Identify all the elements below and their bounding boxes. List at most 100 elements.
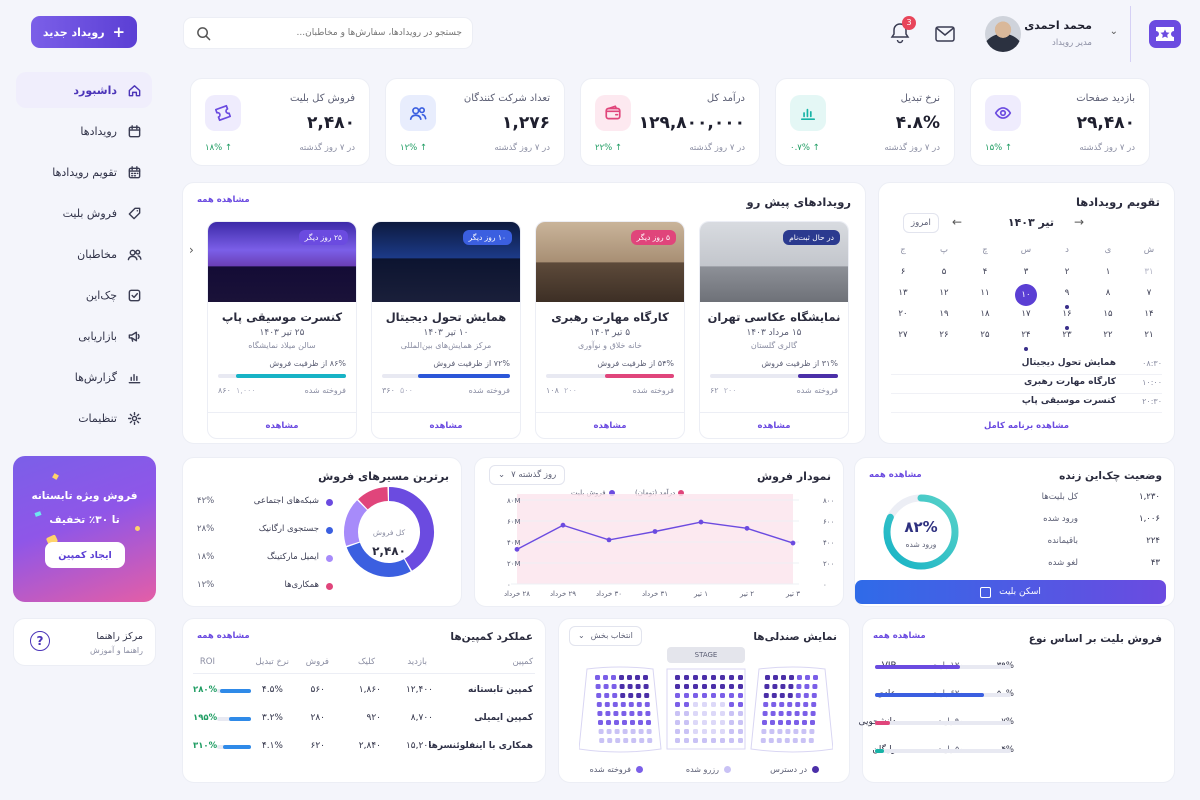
seat[interactable] [693, 693, 698, 698]
seat[interactable] [598, 729, 604, 734]
seat[interactable] [636, 693, 642, 698]
seat[interactable] [795, 693, 801, 698]
seat[interactable] [787, 693, 793, 698]
seat[interactable] [639, 738, 645, 743]
seat[interactable] [761, 729, 767, 734]
seat[interactable] [720, 693, 725, 698]
seat[interactable] [729, 711, 734, 716]
seat[interactable] [611, 675, 616, 680]
calendar-day[interactable]: ۱ [1097, 267, 1119, 283]
seat[interactable] [622, 720, 627, 725]
seat[interactable] [784, 738, 790, 743]
seat[interactable] [729, 693, 734, 698]
seat[interactable] [693, 684, 698, 689]
search-box[interactable] [183, 17, 473, 49]
seat[interactable] [780, 684, 786, 689]
series-point[interactable] [514, 546, 520, 552]
seat[interactable] [760, 738, 766, 743]
seat[interactable] [702, 738, 707, 743]
seat[interactable] [702, 702, 707, 707]
seat[interactable] [797, 675, 802, 680]
series-point[interactable] [652, 529, 658, 534]
sidebar-item[interactable]: مخاطبان [16, 236, 152, 272]
calendar-day[interactable]: ۸ [1097, 288, 1119, 304]
seat[interactable] [729, 720, 734, 725]
calendar-day[interactable]: ۲۷ [892, 330, 914, 346]
seat[interactable] [769, 729, 775, 734]
seat[interactable] [684, 729, 689, 734]
seat[interactable] [596, 702, 602, 707]
seat[interactable] [802, 711, 808, 716]
sidebar-item[interactable]: بازاریابی [16, 318, 152, 354]
view-all-link[interactable]: مشاهده همه [197, 195, 250, 205]
seat[interactable] [729, 702, 734, 707]
seat[interactable] [720, 738, 725, 743]
seat[interactable] [738, 675, 743, 680]
seat[interactable] [647, 738, 653, 743]
table-row[interactable]: کمپین ایمیلی ۸,۷۰۰ ۹۲۰ ۲۸۰ ۳.۲% ۱۹۵% [183, 713, 545, 733]
seat[interactable] [720, 702, 725, 707]
period-select[interactable]: روز گذشته ۷ ⌄ [489, 465, 566, 485]
seat[interactable] [675, 738, 680, 743]
series-point[interactable] [560, 522, 566, 528]
seat[interactable] [711, 693, 716, 698]
seat[interactable] [630, 729, 636, 734]
seat[interactable] [604, 702, 610, 707]
seat[interactable] [764, 684, 770, 689]
seat[interactable] [776, 738, 782, 743]
seat[interactable] [771, 702, 777, 707]
arrow-left-icon[interactable]: ← [951, 215, 962, 229]
seat[interactable] [794, 720, 799, 725]
seat[interactable] [738, 738, 743, 743]
seat[interactable] [763, 693, 769, 698]
seat[interactable] [768, 738, 774, 743]
seat[interactable] [711, 720, 716, 725]
seat[interactable] [792, 738, 798, 743]
seat[interactable] [711, 738, 716, 743]
seat[interactable] [779, 702, 785, 707]
seat[interactable] [637, 711, 643, 716]
seat[interactable] [808, 738, 814, 743]
seat[interactable] [771, 693, 777, 698]
calendar-day[interactable]: ۱۲ [933, 288, 955, 304]
seat[interactable] [620, 702, 626, 707]
seat[interactable] [702, 675, 707, 680]
seat[interactable] [803, 702, 809, 707]
scan-ticket-button[interactable]: اسکن بلیت [855, 580, 1166, 604]
seat[interactable] [702, 720, 707, 725]
seat[interactable] [615, 738, 621, 743]
seat[interactable] [729, 729, 734, 734]
seat[interactable] [684, 720, 689, 725]
seat[interactable] [794, 711, 800, 716]
seat[interactable] [805, 675, 810, 680]
seat[interactable] [628, 702, 634, 707]
create-campaign-button[interactable]: ایجاد کمپین [45, 542, 125, 568]
seat[interactable] [684, 675, 689, 680]
seat[interactable] [785, 729, 791, 734]
seat[interactable] [786, 711, 792, 716]
seat[interactable] [596, 693, 602, 698]
seat[interactable] [770, 720, 775, 725]
seat[interactable] [684, 702, 689, 707]
sidebar-item[interactable]: داشبورد [16, 72, 152, 108]
section-select[interactable]: انتخاب بخش ⌄ [569, 626, 642, 646]
calendar-day[interactable]: ۲۶ [933, 330, 955, 346]
seat[interactable] [778, 720, 783, 725]
seat[interactable] [777, 729, 783, 734]
seat[interactable] [779, 693, 785, 698]
seat-section[interactable] [579, 666, 662, 753]
seat[interactable] [738, 729, 743, 734]
event-view-link[interactable]: مشاهده [372, 412, 520, 438]
seat[interactable] [643, 675, 648, 680]
event-view-link[interactable]: مشاهده [700, 412, 848, 438]
seat[interactable] [812, 684, 818, 689]
seat[interactable] [635, 684, 641, 689]
seat[interactable] [793, 729, 799, 734]
seat[interactable] [604, 693, 610, 698]
view-all-link[interactable]: مشاهده همه [869, 470, 922, 480]
mail-icon[interactable] [935, 26, 955, 42]
sidebar-item[interactable]: رویدادها [16, 113, 152, 149]
seat[interactable] [763, 702, 769, 707]
seat[interactable] [638, 720, 643, 725]
search-input[interactable] [222, 18, 462, 48]
